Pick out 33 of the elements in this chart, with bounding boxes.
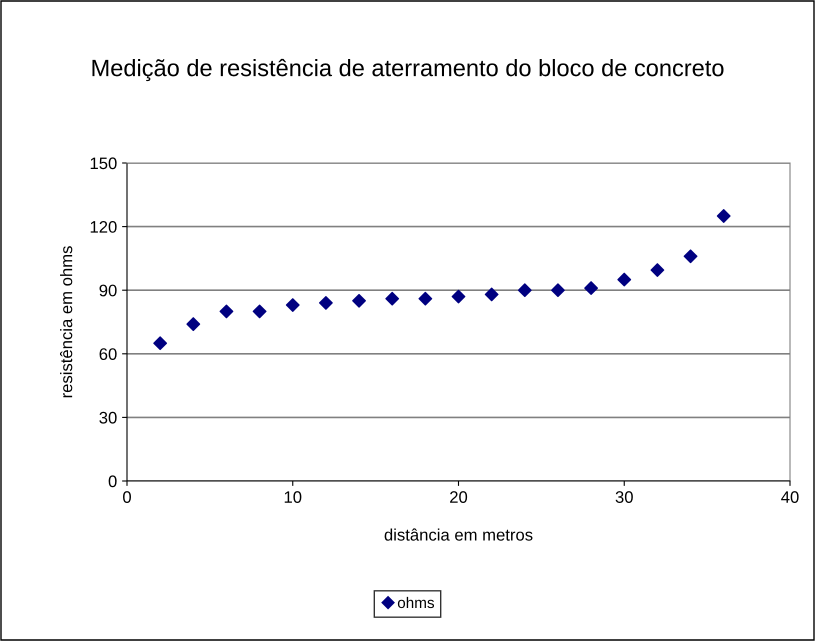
point xyxy=(684,249,698,264)
point xyxy=(385,292,400,306)
point xyxy=(352,294,366,308)
y-axis-title: resistência em ohms xyxy=(60,246,72,398)
x-axis-title: distância em metros xyxy=(384,528,532,541)
point xyxy=(650,263,664,277)
point xyxy=(286,298,300,312)
y-tick-label: 60 xyxy=(100,348,117,360)
point xyxy=(617,272,632,287)
y-tick-label: 0 xyxy=(108,475,117,488)
point xyxy=(518,283,532,298)
y-tick-label: 120 xyxy=(90,221,117,233)
legend-label: ohms xyxy=(398,596,434,608)
x-tick-label: 40 xyxy=(781,491,799,503)
y-tick-label: 150 xyxy=(90,157,117,170)
point xyxy=(418,292,432,306)
point xyxy=(484,288,499,302)
point xyxy=(252,304,267,318)
x-tick-label: 0 xyxy=(123,491,131,503)
x-tick-label: 30 xyxy=(616,491,633,503)
point xyxy=(153,336,168,350)
point xyxy=(186,317,200,332)
chart-title: Medição de resistência de aterramento do bloco de concreto xyxy=(92,58,724,82)
point xyxy=(584,281,598,295)
x-tick-label: 20 xyxy=(450,491,468,503)
x-tick-label: 10 xyxy=(284,491,302,503)
y-tick-label: 90 xyxy=(100,284,117,296)
y-tick-label: 30 xyxy=(99,412,117,424)
point xyxy=(716,209,731,223)
point xyxy=(551,283,565,298)
point xyxy=(318,296,333,310)
point xyxy=(452,290,466,304)
point xyxy=(220,304,234,318)
